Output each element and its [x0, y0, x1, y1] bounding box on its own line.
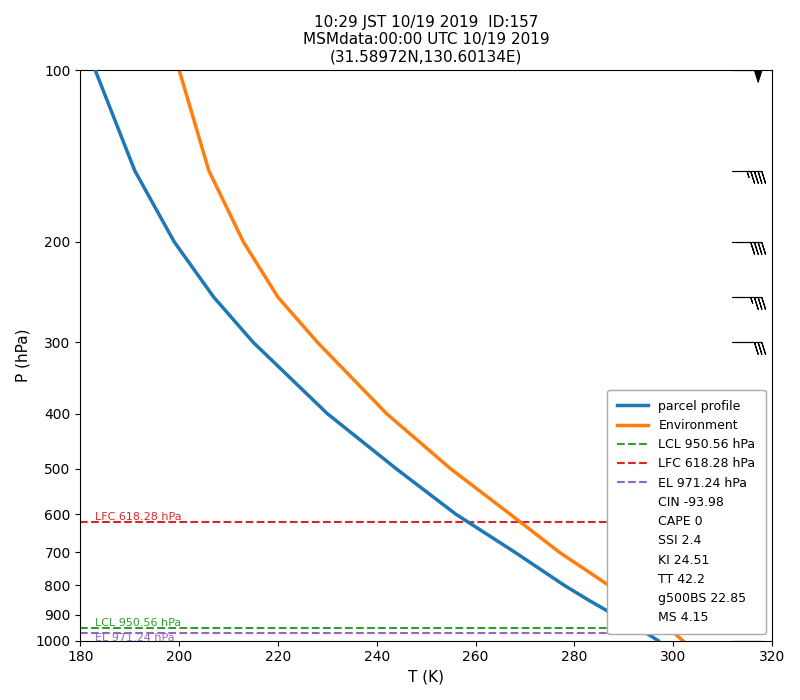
Y-axis label: P (hPa): P (hPa) [15, 329, 30, 382]
Text: EL 971.24 hPa: EL 971.24 hPa [95, 634, 175, 643]
Legend: parcel profile, Environment, LCL 950.56 hPa, LFC 618.28 hPa, EL 971.24 hPa, CIN : parcel profile, Environment, LCL 950.56 … [607, 390, 766, 634]
Text: LFC 618.28 hPa: LFC 618.28 hPa [95, 512, 182, 522]
X-axis label: T (K): T (K) [408, 670, 444, 685]
Title: 10:29 JST 10/19 2019  ID:157
MSMdata:00:00 UTC 10/19 2019
(31.58972N,130.60134E): 10:29 JST 10/19 2019 ID:157 MSMdata:00:0… [303, 15, 550, 65]
Text: LCL 950.56 hPa: LCL 950.56 hPa [95, 618, 182, 628]
